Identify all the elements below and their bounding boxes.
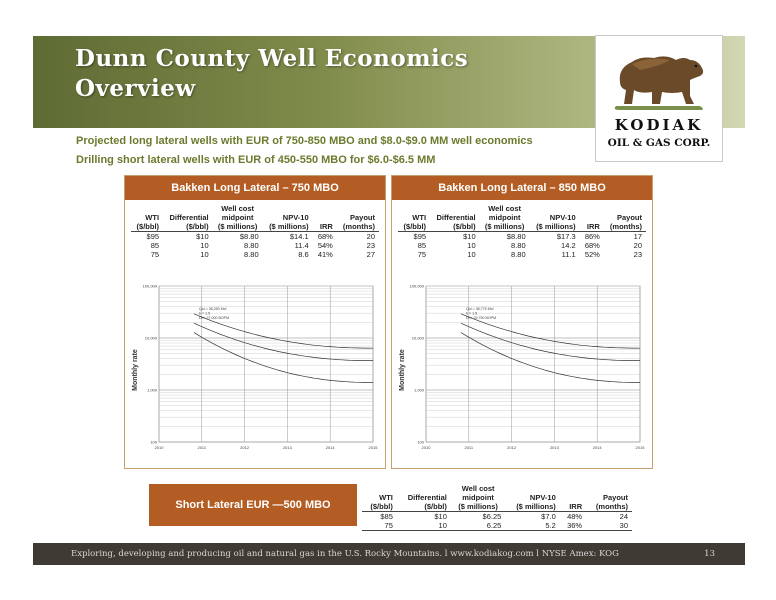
col-differential: Differential ($/bbl) [163,204,213,232]
x-tick-label: 2011 [197,445,206,450]
x-tick-label: 2011 [464,445,473,450]
economics-table-750: WTI ($/bbl) Differential ($/bbl) Well cost… [131,204,379,259]
col-irr: IRR [312,204,337,232]
bullet-long-lateral: Projected long lateral wells with EUR of… [76,135,533,147]
bear-icon [614,56,704,110]
chart-annotation: Di = 27,000 BOPM [199,316,229,320]
table-header-row: WTI ($/bbl) Differential ($/bbl) Well cost… [362,484,632,512]
logo-name: KODIAK [614,116,704,134]
x-tick-label: 2014 [326,445,336,450]
x-tick-label: 2010 [422,445,432,450]
col-payout: Payout (months) [603,204,646,232]
page-number: 13 [704,549,715,559]
decline-curve [193,332,373,383]
y-tick-label: 10,000 [145,336,158,341]
chart-ylabel: Monthly rate [132,349,139,391]
page-title: Dunn County Well Economics Overview [75,44,468,104]
x-tick-label: 2012 [240,445,250,450]
y-tick-label: 100 [150,440,157,445]
col-well-cost: Well cost midpoint ($ millions) [479,204,530,232]
y-tick-label: 100,000 [410,284,425,289]
decline-curve [460,322,640,361]
logo-subtitle: OIL & GAS CORP. [607,137,711,149]
table-row: $85 $10 $6.25 $7.0 48% 24 [380,512,628,521]
col-npv: NPV-10 ($ millions) [529,204,580,232]
col-well-cost: Well cost midpoint ($ millions) [450,484,506,512]
table-row: $95 $10 $8.80 $14.1 68% 20 [146,232,375,241]
panel-long-lateral-850: Bakken Long Lateral – 850 MBO WTI ($/bbl)… [391,175,653,469]
chart-annotation: b = 1.5 [199,312,210,316]
title-line-2: Overview [75,75,196,102]
col-differential: Differential ($/bbl) [396,484,451,512]
table-row: 85 10 8.80 14.2 68% 20 [417,241,642,250]
col-well-cost: Well cost midpoint ($ millions) [212,204,263,232]
col-payout: Payout (months) [336,204,379,232]
col-wti: WTI ($/bbl) [131,204,164,232]
y-tick-label: 1,000 [414,388,425,393]
chart-ylabel: Monthly rate [399,349,406,391]
table-row: 75 10 6.25 5.2 36% 30 [362,521,632,531]
x-tick-label: 2010 [155,445,165,450]
table-header-row: WTI ($/bbl) Differential ($/bbl) Well cost… [398,204,646,232]
y-tick-label: 1,000 [147,388,158,393]
col-payout: Payout (months) [586,484,632,512]
col-differential: Differential ($/bbl) [430,204,480,232]
panel-title: Bakken Long Lateral – 750 MBO [125,176,385,200]
chart-annotation: Di = 29,750 BOPM [466,316,496,320]
table-row: 85 10 8.80 11.4 54% 23 [150,241,375,250]
economics-table-short-lateral: WTI ($/bbl) Differential ($/bbl) Well cost… [362,484,632,531]
decline-curve [460,313,641,349]
title-line-1: Dunn County Well Economics [75,45,469,72]
col-irr: IRR [559,484,587,512]
col-irr: IRR [579,204,604,232]
company-logo: KODIAK OIL & GAS CORP. [595,35,723,162]
decline-curve [193,322,373,361]
col-wti: WTI ($/bbl) [362,484,397,512]
chart-annotation: b = 1.5 [466,312,477,316]
x-tick-label: 2014 [593,445,603,450]
table-row: 75 10 8.80 11.1 52% 23 [417,250,642,259]
plot-area [425,285,641,443]
footer-bar: Exploring, developing and producing oil … [33,543,745,565]
col-npv: NPV-10 ($ millions) [505,484,560,512]
economics-table-850: WTI ($/bbl) Differential ($/bbl) Well cost… [398,204,646,259]
decline-curve [460,332,640,383]
x-tick-label: 2015 [636,445,646,450]
col-npv: NPV-10 ($ millions) [262,204,313,232]
x-tick-label: 2013 [283,445,293,450]
panel-title: Bakken Long Lateral – 850 MBO [392,176,652,200]
decline-curve-chart-750: Monthly rate 100,000 10,000 1,000 100 2010 2… [132,284,379,451]
panel-long-lateral-750: Bakken Long Lateral – 750 MBO WTI ($/bbl)… [124,175,386,469]
x-tick-label: 2013 [550,445,560,450]
x-tick-label: 2012 [507,445,517,450]
decline-curve [193,313,374,349]
plot-area [158,285,374,443]
chart-annotation: Qoi = 38,250 Mcf [199,307,226,311]
footer-text: Exploring, developing and producing oil … [71,549,619,559]
table-header-row: WTI ($/bbl) Differential ($/bbl) Well cost… [131,204,379,232]
col-wti: WTI ($/bbl) [398,204,431,232]
short-lateral-title: Short Lateral EUR —500 MBO [149,484,357,526]
decline-curve-chart-850: Monthly rate 100,000 10,000 1,000 100 2010 2… [399,284,646,451]
y-tick-label: 100 [417,440,424,445]
table-row: 75 10 8.80 8.6 41% 27 [150,250,375,259]
x-tick-label: 2015 [369,445,379,450]
y-tick-label: 100,000 [143,284,158,289]
y-tick-label: 10,000 [412,336,425,341]
table-row: $95 $10 $8.80 $17.3 86% 17 [413,232,642,241]
bullet-short-lateral: Drilling short lateral wells with EUR of… [76,154,436,166]
chart-annotation: Qoi = 38,775 Mcf [466,307,493,311]
